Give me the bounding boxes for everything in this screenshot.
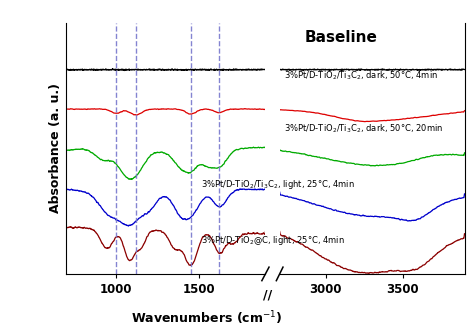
Text: 3%Pt/D-TiO$_2$@C, light, 25°C, 4min: 3%Pt/D-TiO$_2$@C, light, 25°C, 4min: [201, 234, 346, 248]
Text: //: //: [263, 289, 273, 302]
Text: Wavenumbers (cm$^{-1}$): Wavenumbers (cm$^{-1}$): [130, 309, 282, 327]
Text: 3%Pt/D-TiO$_2$/Ti$_3$C$_2$, dark, 50°C, 4min: 3%Pt/D-TiO$_2$/Ti$_3$C$_2$, dark, 50°C, …: [284, 70, 438, 82]
Text: Baseline: Baseline: [305, 30, 378, 45]
Y-axis label: Absorbance (a. u.): Absorbance (a. u.): [49, 83, 62, 214]
Text: 3%Pt/D-TiO$_2$/Ti$_3$C$_2$, light, 25°C, 4min: 3%Pt/D-TiO$_2$/Ti$_3$C$_2$, light, 25°C,…: [201, 178, 356, 191]
Text: 3%Pt/D-TiO$_2$/Ti$_3$C$_2$, dark, 50°C, 20min: 3%Pt/D-TiO$_2$/Ti$_3$C$_2$, dark, 50°C, …: [284, 122, 444, 135]
